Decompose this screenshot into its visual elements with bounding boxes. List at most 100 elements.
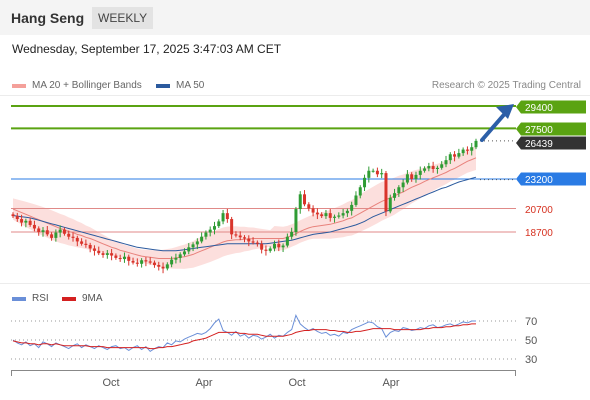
- candle-body: [401, 182, 405, 188]
- candle-body: [315, 212, 319, 215]
- candle-body: [217, 221, 221, 227]
- candle-body: [28, 220, 32, 225]
- candle-body: [345, 210, 349, 214]
- candle-body: [333, 216, 337, 218]
- candle-body: [225, 213, 229, 220]
- candle-body: [307, 204, 311, 209]
- candle-body: [131, 260, 135, 263]
- price-label-27500: 27500: [525, 125, 553, 136]
- candle-body: [320, 214, 324, 217]
- candle-body: [101, 253, 105, 255]
- legend-item-rsi: RSI: [12, 293, 49, 304]
- candle-body: [324, 213, 328, 217]
- candle-body: [461, 149, 465, 154]
- candle-body: [414, 174, 418, 180]
- ma50-line: [12, 176, 477, 252]
- price-label-26439: 26439: [525, 139, 553, 150]
- period-selector[interactable]: WEEKLY: [92, 7, 154, 29]
- candle-body: [144, 260, 148, 262]
- candle-body: [410, 174, 414, 180]
- candle-body: [122, 256, 126, 260]
- candle-body: [281, 245, 285, 248]
- candle-body: [350, 204, 354, 211]
- candle-body: [337, 215, 341, 217]
- trend-arrow-shaft: [480, 108, 510, 142]
- rsi-tick-70: 70: [525, 316, 537, 328]
- candle-body: [157, 264, 161, 267]
- candle-body: [474, 140, 478, 148]
- legend-label-rsi: RSI: [32, 293, 49, 304]
- trend-arrow-head: [496, 104, 514, 119]
- candle-body: [11, 214, 15, 217]
- candle-body: [161, 266, 165, 269]
- candle-body: [140, 260, 144, 264]
- candle-body: [380, 173, 384, 175]
- rsi-tick-30: 30: [525, 354, 537, 366]
- candle-body: [20, 219, 24, 223]
- candle-body: [54, 232, 58, 238]
- candle-body: [174, 257, 178, 260]
- legend-item-ma20: MA 20 + Bollinger Bands: [12, 80, 142, 91]
- candle-body: [208, 229, 212, 233]
- candle-body: [221, 213, 225, 222]
- candle-body: [328, 213, 332, 218]
- candle-body: [440, 164, 444, 168]
- candle-body: [238, 235, 242, 238]
- candle-body: [170, 259, 174, 265]
- candle-body: [457, 153, 461, 157]
- candle-body: [264, 249, 268, 251]
- timestamp: Wednesday, September 17, 2025 3:47:03 AM…: [12, 42, 282, 56]
- candle-body: [431, 166, 435, 169]
- candle-body: [110, 253, 114, 256]
- candle-body: [187, 247, 191, 252]
- candle-body: [118, 257, 122, 260]
- candle-body: [341, 213, 345, 216]
- candle-body: [243, 237, 246, 239]
- x-tick-2: Oct: [288, 377, 305, 389]
- candle-body: [135, 262, 139, 264]
- candle-body: [37, 228, 41, 232]
- legend-label-9ma: 9MA: [82, 293, 103, 304]
- legend-swatch-ma20: [12, 83, 26, 88]
- candle-body: [152, 262, 156, 265]
- candle-body: [427, 166, 431, 169]
- candle-body: [358, 187, 362, 196]
- candle-body: [375, 170, 379, 175]
- candle-body: [230, 219, 234, 235]
- candle-body: [75, 237, 79, 242]
- 9ma-line: [12, 323, 476, 350]
- candle-body: [148, 261, 152, 263]
- legend-item-ma50: MA 50: [156, 80, 204, 91]
- price-label-20700: 20700: [525, 205, 553, 216]
- price-label-23200: 23200: [525, 175, 553, 186]
- rsi-panel: 70 50 30: [11, 313, 537, 366]
- candle-body: [84, 243, 88, 245]
- candle-body: [255, 242, 259, 244]
- candle-body: [67, 233, 71, 237]
- candle-body: [465, 149, 469, 151]
- candle-body: [363, 177, 367, 188]
- candle-body: [247, 238, 251, 242]
- price-badge-29400: [516, 100, 586, 114]
- candle-body: [165, 264, 169, 269]
- candle-body: [251, 241, 255, 243]
- candle-body: [41, 230, 45, 232]
- candle-body: [62, 229, 66, 234]
- price-badge-26439: [516, 136, 586, 150]
- candle-body: [268, 248, 272, 251]
- candle-body: [24, 220, 28, 223]
- candle-body: [191, 244, 195, 248]
- candle-body: [470, 147, 474, 151]
- candle-body: [453, 154, 457, 157]
- candle-body: [212, 226, 216, 230]
- candle-body: [277, 243, 281, 248]
- candle-body: [303, 194, 307, 205]
- candle-body: [418, 170, 422, 175]
- legend-swatch-rsi: [12, 296, 26, 301]
- price-badge-23200: [516, 172, 586, 186]
- x-tick-3: Apr: [382, 377, 399, 389]
- candle-body: [423, 168, 427, 171]
- legend-label-ma50: MA 50: [176, 80, 205, 91]
- candle-body: [97, 250, 101, 254]
